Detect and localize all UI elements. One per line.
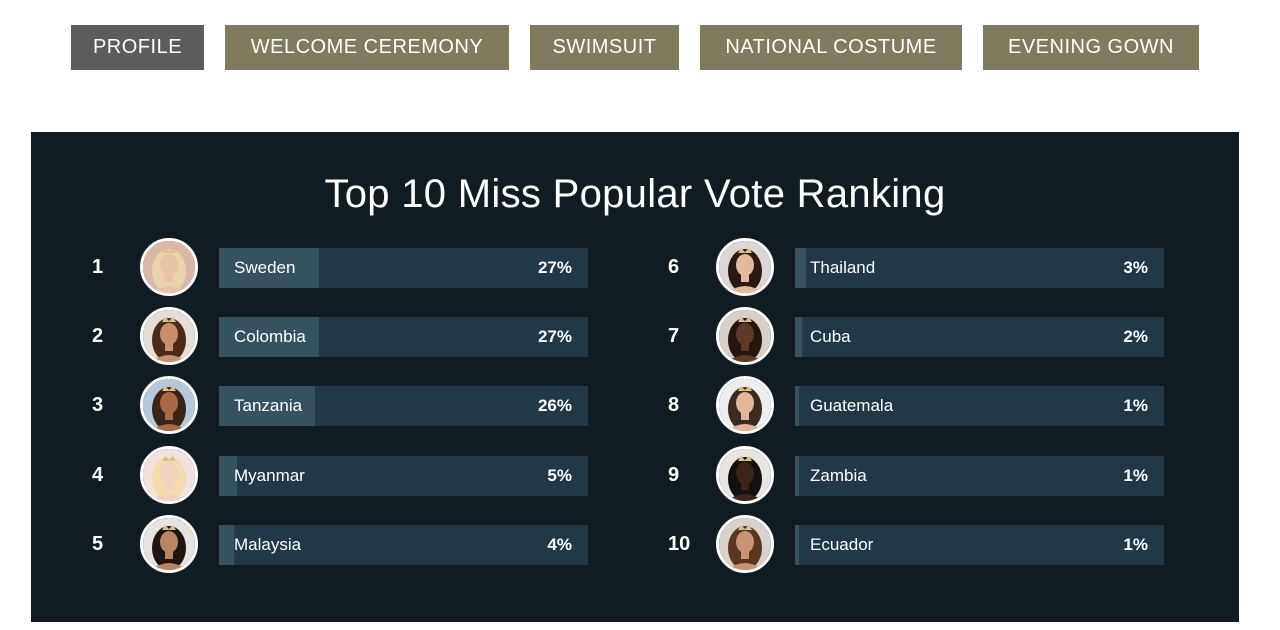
country-name: Cuba [810,327,851,347]
tab-swimsuit[interactable]: SWIMSUIT [530,25,679,70]
rank-number: 10 [668,532,691,555]
vote-bar-fill [795,455,799,496]
vote-bar-fill [795,386,799,427]
vote-bar: Myanmar 5% [219,455,588,496]
vote-percent: 1% [1123,534,1148,554]
contestant-avatar[interactable] [140,238,198,296]
portrait-image [719,517,771,570]
rank-number: 3 [92,394,104,417]
country-name: Thailand [810,258,876,277]
contestant-avatar[interactable] [716,307,774,366]
vote-percent: 1% [1123,465,1148,485]
vote-percent: 27% [537,327,572,347]
contestant-avatar[interactable] [140,514,198,573]
ranking-row: 8 Guatemala 1% [668,376,1164,435]
rank-number: 4 [92,463,104,486]
rank-number: 9 [668,463,680,486]
vote-bar-fill [795,524,799,565]
vote-percent: 1% [1123,396,1148,416]
ranking-panel: Top 10 Miss Popular Vote Ranking 1 Sweden… [31,132,1239,622]
country-name: Sweden [234,258,296,277]
country-name: Ecuador [810,534,874,554]
vote-bar: Sweden 27% [219,248,588,288]
category-tabs: PROFILE WELCOME CEREMONY SWIMSUIT NATION… [0,25,1280,70]
tab-welcome-ceremony[interactable]: WELCOME CEREMONY [225,25,509,70]
vote-bar-fill [219,317,319,358]
vote-percent: 4% [547,534,572,554]
contestant-avatar[interactable] [716,376,774,435]
ranking-row: 9 Zambia 1% [668,445,1164,504]
vote-bar: Malaysia 4% [219,524,588,565]
contestant-avatar[interactable] [716,238,774,296]
portrait-image [143,241,195,293]
vote-bar-fill [219,455,238,496]
vote-bar: Tanzania 26% [219,386,588,427]
ranking-row: 6 Thailand 3% [668,238,1164,296]
rank-number: 8 [668,394,680,417]
country-name: Colombia [234,327,306,347]
ranking-row: 1 Sweden 27% [92,238,588,296]
rank-number: 2 [92,325,104,348]
contestant-avatar[interactable] [140,307,198,366]
ranking-row: 2 Colombia 27% [92,307,588,366]
vote-percent: 5% [547,465,572,485]
vote-bar: Zambia 1% [795,455,1164,496]
vote-percent: 3% [1123,258,1148,277]
vote-bar: Guatemala 1% [795,386,1164,427]
portrait-image [143,448,195,501]
country-name: Zambia [810,465,867,485]
portrait-image [719,241,771,293]
ranking-row: 5 Malaysia 4% [92,514,588,573]
vote-bar-fill [219,524,234,565]
vote-percent: 2% [1123,327,1148,347]
portrait-image [719,448,771,501]
contestant-avatar[interactable] [140,376,198,435]
vote-bar-fill [219,248,319,288]
country-name: Tanzania [234,396,303,416]
vote-bar-fill [795,317,803,358]
vote-bar: Cuba 2% [795,317,1164,358]
vote-percent: 27% [537,258,572,277]
ranking-title: Top 10 Miss Popular Vote Ranking [324,172,946,216]
ranking-row: 3 Tanzania 26% [92,376,588,435]
portrait-image [719,310,771,363]
tab-national-costume[interactable]: NATIONAL COSTUME [700,25,962,70]
ranking-row: 4 Myanmar 5% [92,445,588,504]
tab-profile[interactable]: PROFILE [71,25,204,70]
vote-bar: Ecuador 1% [795,524,1164,565]
vote-percent: 26% [537,396,572,416]
vote-bar: Colombia 27% [219,317,588,358]
rank-number: 5 [92,532,104,555]
tab-evening-gown[interactable]: EVENING GOWN [983,25,1199,70]
rank-number: 1 [92,256,104,278]
contestant-avatar[interactable] [716,445,774,504]
country-name: Malaysia [234,534,302,554]
country-name: Myanmar [234,465,305,485]
portrait-image [719,379,771,432]
portrait-image [143,379,195,432]
ranking-row: 7 Cuba 2% [668,307,1164,366]
vote-bar-fill [795,248,807,288]
contestant-avatar[interactable] [716,514,774,573]
ranking-row: 10 Ecuador 1% [668,514,1164,573]
country-name: Guatemala [810,396,894,416]
portrait-image [143,310,195,363]
rank-number: 7 [668,325,680,348]
portrait-image [143,517,195,570]
contestant-avatar[interactable] [140,445,198,504]
vote-bar-fill [219,386,315,427]
vote-bar: Thailand 3% [795,248,1164,288]
rank-number: 6 [668,256,680,278]
